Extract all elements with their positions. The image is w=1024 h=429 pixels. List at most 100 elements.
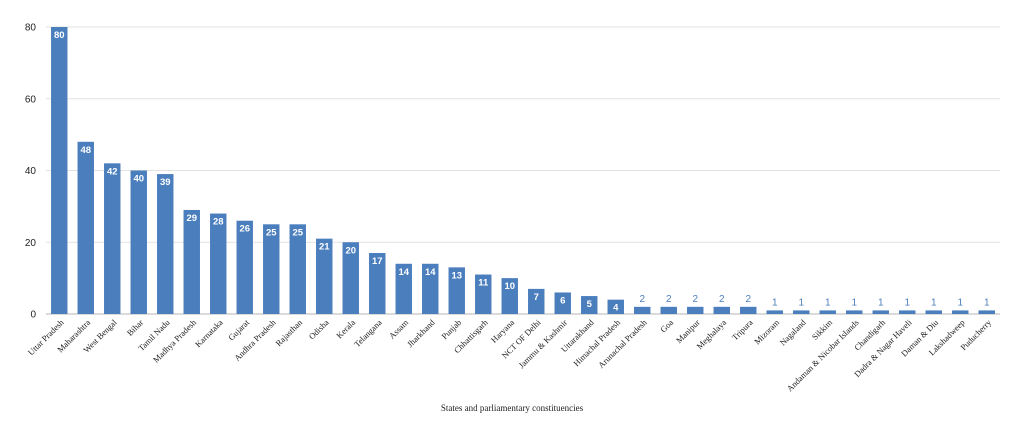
data-label: 1 [957, 297, 963, 308]
bar [740, 306, 757, 314]
y-tick-label: 40 [25, 166, 37, 177]
x-tick-label: Gujarat [226, 317, 252, 343]
data-label: 13 [451, 270, 462, 281]
data-label: 5 [587, 299, 593, 310]
bar [819, 310, 836, 314]
x-tick-label: Nagaland [778, 317, 809, 348]
x-tick-label: Sikkim [810, 317, 835, 342]
data-label: 29 [186, 213, 197, 224]
data-label: 2 [666, 294, 672, 305]
x-tick-label: Arunachal Pradesh [596, 317, 649, 370]
x-tick-label: Bihar [125, 317, 146, 338]
bar [369, 253, 386, 314]
bar [210, 213, 227, 314]
bar [660, 306, 677, 314]
x-tick-label: Goa [658, 317, 675, 334]
bar [263, 224, 280, 314]
bar [634, 306, 651, 314]
data-label: 28 [213, 217, 224, 228]
bar [316, 238, 333, 314]
data-label: 48 [80, 145, 91, 156]
x-tick-label: Mizoram [752, 317, 781, 346]
data-label: 2 [639, 294, 645, 305]
bar [687, 306, 704, 314]
x-tick-label: Jharkhand [405, 317, 437, 349]
x-tick-label: Telangana [352, 317, 384, 349]
bar [51, 27, 68, 314]
x-tick-label: Assam [387, 317, 411, 341]
bar [925, 310, 942, 314]
bar [422, 263, 439, 314]
data-label: 2 [745, 294, 751, 305]
data-label: 7 [534, 292, 539, 303]
data-label: 26 [239, 224, 250, 235]
data-label: 10 [504, 281, 515, 292]
data-label: 1 [825, 297, 831, 308]
data-label: 25 [266, 227, 277, 238]
bar [183, 209, 200, 314]
bar [130, 170, 147, 314]
bar [952, 310, 969, 314]
x-tick-label: Rajasthan [273, 317, 304, 348]
bar [872, 310, 889, 314]
data-label: 14 [425, 267, 436, 278]
bars [51, 27, 995, 314]
x-tick-label: Karnataka [193, 317, 225, 349]
x-tick-label: Himachal Pradesh [571, 317, 622, 368]
bar [289, 224, 306, 314]
y-tick-label: 60 [25, 94, 37, 105]
bar [978, 310, 995, 314]
x-axis-title: States and parliamentary constituencies [441, 403, 584, 413]
bar [554, 292, 571, 314]
data-label: 2 [719, 294, 725, 305]
bar [528, 288, 545, 314]
bar [236, 220, 253, 314]
data-label: 42 [107, 166, 118, 177]
bar [581, 296, 598, 314]
data-label: 1 [904, 297, 910, 308]
data-label: 1 [931, 297, 937, 308]
bar [899, 310, 916, 314]
bar [475, 274, 492, 314]
y-tick-label: 0 [30, 310, 36, 321]
bar [793, 310, 810, 314]
bar [342, 242, 359, 314]
data-label: 1 [878, 297, 884, 308]
data-label: 20 [345, 245, 356, 256]
bar [713, 306, 730, 314]
data-label: 1 [772, 297, 778, 308]
bar [501, 278, 518, 314]
data-label: 11 [478, 278, 489, 289]
data-label: 21 [319, 242, 330, 253]
bar [157, 174, 174, 314]
data-label: 1 [984, 297, 990, 308]
data-label: 39 [160, 177, 171, 188]
x-tick-label: Punjab [439, 317, 463, 341]
bar [766, 310, 783, 314]
y-tick-label: 20 [25, 238, 37, 249]
data-label: 2 [692, 294, 698, 305]
bar [104, 163, 121, 314]
bar [448, 267, 465, 314]
data-label: 14 [398, 267, 409, 278]
x-tick-label: Kerala [334, 317, 357, 340]
data-label: 1 [798, 297, 804, 308]
data-label: 40 [133, 174, 144, 185]
gridlines [46, 26, 1000, 315]
data-label: 25 [292, 227, 303, 238]
y-tick-label: 80 [25, 23, 37, 34]
data-label: 17 [372, 256, 383, 267]
bar [395, 263, 412, 314]
x-tick-label: Tripura [730, 317, 755, 342]
data-label: 6 [560, 295, 565, 306]
bar [607, 299, 624, 314]
bar [77, 141, 94, 314]
data-label: 80 [54, 30, 65, 41]
x-tick-label: Odisha [307, 317, 331, 341]
y-axis-ticks: 0 20 40 60 80 [25, 23, 37, 321]
data-label: 4 [613, 303, 619, 314]
